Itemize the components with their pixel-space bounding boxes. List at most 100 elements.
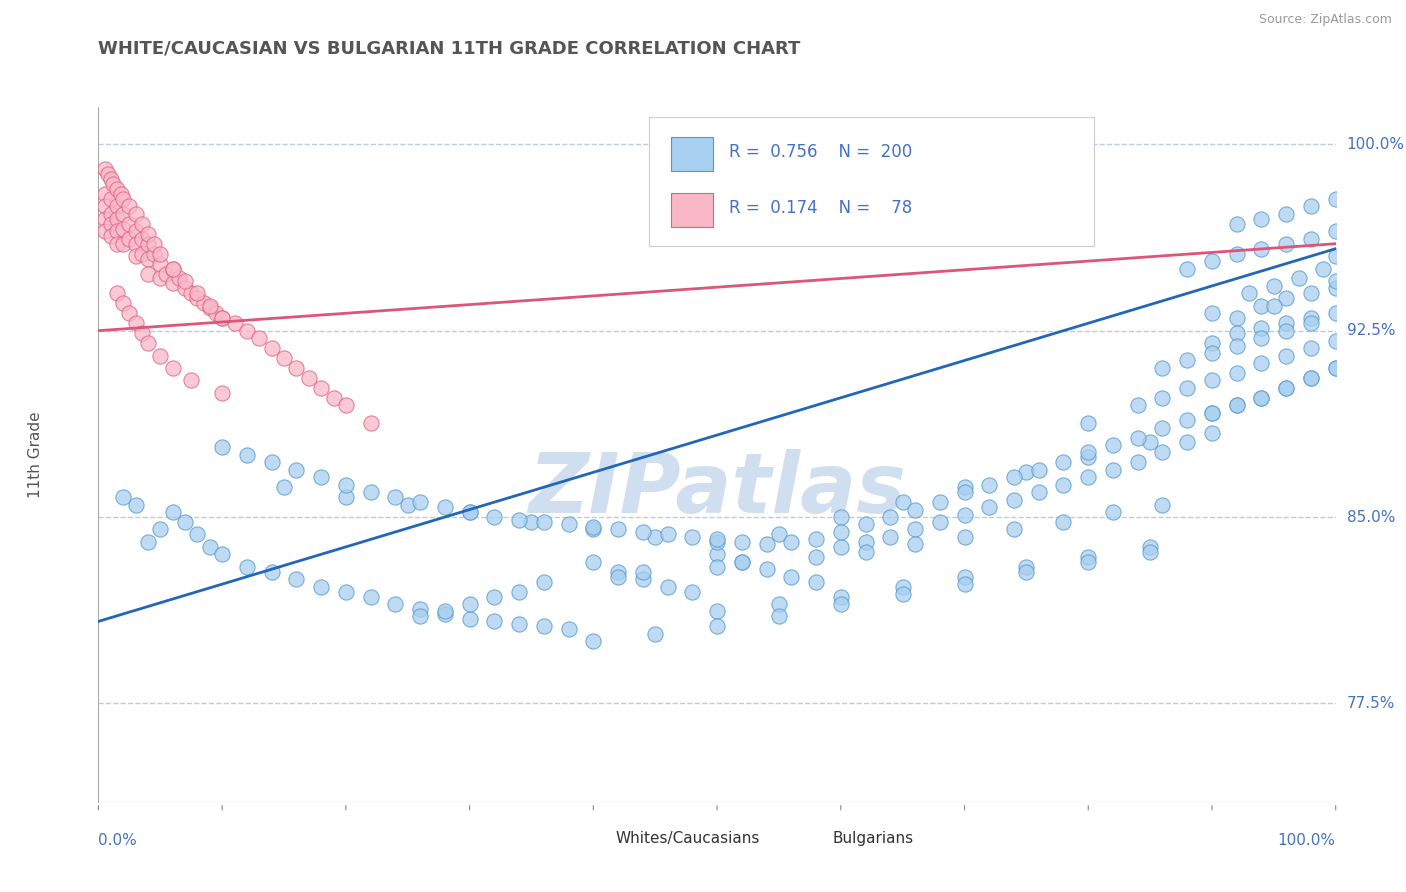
Point — [186, 527, 208, 541]
Point — [360, 485, 382, 500]
Point — [149, 246, 172, 260]
Point — [260, 341, 283, 355]
Point — [1052, 455, 1074, 469]
Point — [657, 527, 679, 541]
Point — [1250, 321, 1272, 335]
Point — [409, 609, 432, 624]
Point — [112, 192, 135, 206]
FancyBboxPatch shape — [671, 137, 713, 171]
Point — [97, 167, 120, 181]
Point — [1002, 492, 1025, 507]
Point — [731, 534, 754, 549]
Point — [131, 217, 153, 231]
Point — [582, 520, 605, 534]
Point — [1139, 435, 1161, 450]
Point — [211, 311, 233, 326]
Point — [1288, 271, 1310, 285]
Point — [484, 590, 506, 604]
Point — [928, 515, 950, 529]
Point — [100, 172, 122, 186]
FancyBboxPatch shape — [671, 193, 713, 227]
Point — [1028, 463, 1050, 477]
Point — [136, 227, 159, 241]
Point — [768, 597, 790, 611]
Point — [1226, 246, 1249, 260]
Point — [520, 515, 543, 529]
Point — [273, 480, 295, 494]
Point — [644, 530, 666, 544]
Point — [681, 584, 703, 599]
Point — [484, 615, 506, 629]
Point — [409, 495, 432, 509]
Point — [186, 291, 208, 305]
Point — [1312, 261, 1334, 276]
Point — [1028, 485, 1050, 500]
Point — [1299, 316, 1322, 330]
Point — [1324, 224, 1347, 238]
Point — [198, 301, 221, 316]
Point — [953, 480, 976, 494]
Point — [112, 221, 135, 235]
Point — [149, 256, 172, 270]
Point — [136, 336, 159, 351]
Point — [335, 398, 357, 412]
Point — [1015, 565, 1038, 579]
Point — [162, 360, 184, 375]
Point — [118, 306, 141, 320]
Point — [1263, 279, 1285, 293]
Point — [1152, 445, 1174, 459]
Point — [804, 549, 827, 564]
Point — [124, 236, 146, 251]
Point — [804, 533, 827, 547]
Point — [174, 515, 197, 529]
Point — [582, 555, 605, 569]
Point — [582, 523, 605, 537]
Point — [1077, 470, 1099, 484]
Point — [1139, 545, 1161, 559]
Point — [162, 505, 184, 519]
Point — [731, 555, 754, 569]
Point — [100, 217, 122, 231]
Point — [1226, 398, 1249, 412]
Text: 100.0%: 100.0% — [1278, 833, 1336, 848]
Point — [193, 296, 215, 310]
Point — [1324, 360, 1347, 375]
Point — [118, 217, 141, 231]
Point — [112, 207, 135, 221]
Point — [780, 569, 803, 583]
Text: WHITE/CAUCASIAN VS BULGARIAN 11TH GRADE CORRELATION CHART: WHITE/CAUCASIAN VS BULGARIAN 11TH GRADE … — [98, 40, 801, 58]
Point — [904, 502, 927, 516]
Point — [830, 524, 852, 539]
Text: R =  0.174    N =    78: R = 0.174 N = 78 — [730, 199, 912, 217]
Point — [131, 246, 153, 260]
Point — [1152, 498, 1174, 512]
Point — [1324, 192, 1347, 206]
Point — [557, 517, 579, 532]
Point — [644, 627, 666, 641]
Point — [1226, 311, 1249, 326]
Point — [1226, 326, 1249, 340]
Point — [855, 534, 877, 549]
Point — [1077, 555, 1099, 569]
Point — [155, 267, 177, 281]
Point — [335, 477, 357, 491]
Point — [162, 261, 184, 276]
Point — [1250, 356, 1272, 370]
Point — [458, 612, 481, 626]
Point — [1201, 346, 1223, 360]
Point — [167, 271, 190, 285]
Point — [236, 559, 259, 574]
Point — [118, 232, 141, 246]
Point — [830, 590, 852, 604]
Text: Source: ZipAtlas.com: Source: ZipAtlas.com — [1258, 13, 1392, 27]
Point — [855, 517, 877, 532]
Point — [953, 485, 976, 500]
Point — [273, 351, 295, 365]
Point — [1263, 299, 1285, 313]
Point — [112, 236, 135, 251]
Point — [335, 584, 357, 599]
Point — [1077, 416, 1099, 430]
Point — [105, 199, 128, 213]
Point — [1201, 406, 1223, 420]
Point — [112, 490, 135, 504]
